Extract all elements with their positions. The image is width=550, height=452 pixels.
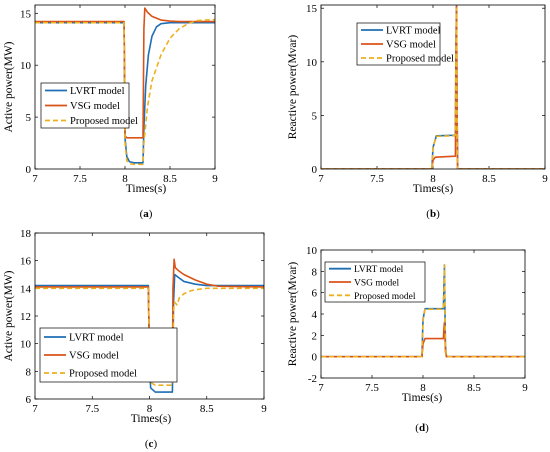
x-tick-label: 8 (420, 382, 426, 394)
chart-panel-a: 7 7.5 8 8.5 9 0 5 10 15 Times(s) Active power(MW) (… (3, 4, 218, 220)
x-tick-label: 9 (542, 173, 548, 185)
chart-panel-b: 7 7.5 8 8.5 9 0 5 10 15 Times(s) Reactive power(Mv… (287, 3, 548, 220)
y-tick-label: 8 (312, 266, 318, 278)
plot-frame (34, 232, 265, 400)
x-tick-label: 7 (32, 403, 38, 415)
x-tick-label: 7 (318, 173, 324, 185)
chart-panel-c: 7 7.5 8 8.5 9 6 8 10 12 14 16 18 Times(s) Active powe… (3, 228, 267, 450)
legend: LVRT model VSG model Proposed model (356, 22, 454, 66)
legend: LVRT model VSG model Proposed model (40, 82, 138, 129)
y-tick-label: 8 (26, 366, 32, 378)
y-tick-label: 4 (312, 309, 318, 321)
plot-frame (34, 4, 216, 170)
panel-label: (c) (145, 438, 158, 450)
series-group (321, 264, 525, 358)
legend-entry: VSG model (354, 279, 399, 289)
y-tick-label: 15 (20, 8, 32, 20)
y-axis-label: Active power(MW) (3, 270, 15, 361)
y-tick-label: 10 (306, 245, 318, 257)
x-tick-label: 7.5 (365, 382, 379, 394)
x-tick-label: 9 (522, 382, 528, 394)
series-line-proposed (35, 287, 264, 386)
y-tick-label: 0 (312, 164, 318, 176)
y-tick-label: 15 (306, 3, 318, 15)
panel-label: (d) (415, 422, 429, 434)
y-axis-label: Reactive power(Mvar) (287, 262, 299, 367)
x-tick-label: 8.5 (467, 382, 481, 394)
y-tick-label: 10 (20, 60, 32, 72)
x-tick-label: 8 (430, 173, 436, 185)
y-tick-label: 6 (26, 394, 32, 406)
x-tick-label: 7.5 (370, 173, 384, 185)
y-axis-label: Reactive power(Mvar) (287, 35, 299, 140)
y-tick-label: 6 (312, 288, 318, 300)
legend-entry: LVRT model (354, 265, 404, 275)
legend-entry: LVRT model (386, 26, 441, 37)
legend-entry: VSG model (70, 101, 120, 112)
x-axis-label: Times(s) (126, 183, 167, 195)
y-tick-label: 5 (26, 112, 32, 124)
series-line-proposed (321, 7, 545, 169)
series-group (321, 5, 545, 169)
y-tick-label: -2 (308, 373, 317, 385)
series-group (35, 7, 215, 166)
legend-entry: Proposed model (69, 369, 137, 380)
x-tick-label: 8.5 (482, 173, 496, 185)
legend-entry: VSG model (386, 40, 436, 51)
legend-entry: Proposed model (386, 54, 454, 65)
x-tick-label: 8 (122, 173, 128, 185)
y-tick-label: 5 (312, 110, 318, 122)
plot-frame (320, 249, 526, 379)
legend-entry: Proposed model (70, 116, 138, 127)
x-tick-label: 9 (261, 403, 267, 415)
x-tick-label: 7.5 (73, 173, 87, 185)
y-tick-label: 10 (306, 57, 318, 69)
y-tick-label: 2 (312, 330, 318, 342)
plot-frame (320, 4, 546, 170)
x-tick-label: 8.5 (163, 173, 177, 185)
y-tick-label: 16 (20, 256, 32, 268)
x-tick-label: 7 (32, 173, 38, 185)
legend-entry: VSG model (69, 351, 119, 362)
x-tick-label: 8 (147, 403, 153, 415)
x-tick-label: 7.5 (85, 403, 99, 415)
x-axis-label: Times(s) (131, 413, 172, 425)
legend-entry: Proposed model (354, 292, 416, 302)
y-tick-label: 10 (20, 339, 32, 351)
y-tick-label: 12 (20, 311, 31, 323)
y-axis-label: Active power(MW) (3, 41, 15, 132)
x-tick-label: 8.5 (200, 403, 214, 415)
x-axis-label: Times(s) (413, 183, 454, 195)
y-tick-label: 0 (312, 352, 318, 364)
panel-label: (b) (426, 208, 440, 220)
series-line-proposed (35, 18, 215, 166)
x-tick-label: 7 (318, 382, 324, 394)
chart-panel-d: 7 7.5 8 8.5 9 -2 0 2 4 6 8 10 Times(s) Reactive power… (287, 245, 528, 434)
y-tick-label: 18 (20, 228, 32, 240)
legend: LVRT model VSG model Proposed model (324, 261, 426, 303)
legend-entry: LVRT model (69, 333, 124, 344)
legend-entry: LVRT model (70, 86, 125, 97)
legend: LVRT model VSG model Proposed model (39, 327, 178, 383)
panel-label: (a) (140, 208, 153, 220)
x-axis-label: Times(s) (402, 392, 443, 404)
y-tick-label: 14 (20, 283, 32, 295)
x-tick-label: 9 (212, 173, 218, 185)
y-tick-label: 0 (26, 164, 32, 176)
